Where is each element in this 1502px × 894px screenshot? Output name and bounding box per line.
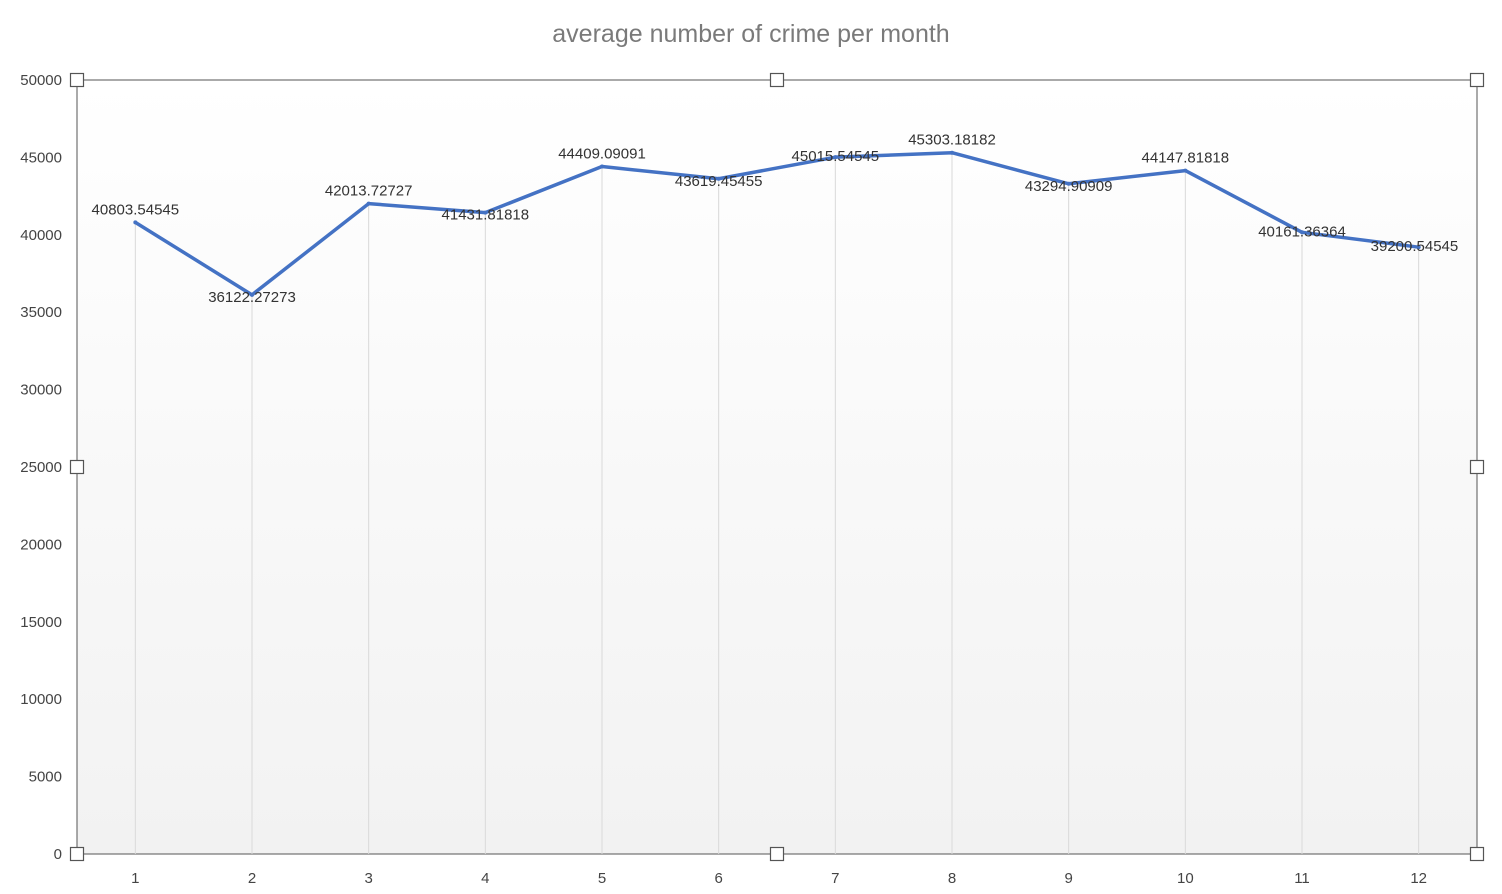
y-tick-label: 5000	[29, 769, 62, 786]
resize-handle[interactable]	[1469, 846, 1485, 862]
data-point	[366, 201, 371, 206]
data-point	[1066, 181, 1071, 186]
y-tick-label: 45000	[20, 149, 62, 166]
x-tick-label: 2	[248, 870, 256, 887]
data-label: 42013.72727	[325, 183, 413, 200]
data-label: 40161.36364	[1258, 223, 1346, 240]
y-tick-label: 15000	[20, 614, 62, 631]
plot-area	[76, 79, 1478, 855]
data-point	[483, 210, 488, 215]
resize-handle[interactable]	[769, 846, 785, 862]
chart-title: average number of crime per month	[552, 20, 949, 48]
data-point	[1183, 168, 1188, 173]
y-tick-label: 30000	[20, 382, 62, 399]
y-tick-label: 40000	[20, 227, 62, 244]
x-tick-label: 10	[1177, 870, 1194, 887]
y-tick-label: 50000	[20, 72, 62, 89]
resize-handle[interactable]	[69, 72, 85, 88]
data-point	[1416, 245, 1421, 250]
data-label: 44409.09091	[558, 146, 646, 163]
x-tick-label: 3	[364, 870, 372, 887]
x-tick-label: 12	[1410, 870, 1427, 887]
data-label: 36122.27273	[208, 289, 296, 306]
data-label: 39200.54545	[1371, 238, 1459, 255]
data-point	[950, 150, 954, 155]
resize-handle[interactable]	[69, 846, 85, 862]
data-point	[833, 155, 838, 160]
y-tick-label: 25000	[20, 459, 62, 476]
data-label: 40803.54545	[92, 201, 180, 218]
x-tick-label: 4	[481, 870, 489, 887]
x-tick-label: 8	[948, 870, 956, 887]
y-tick-label: 35000	[20, 304, 62, 321]
data-point	[600, 164, 604, 169]
x-tick-label: 11	[1294, 870, 1310, 887]
resize-handle[interactable]	[1469, 459, 1485, 475]
resize-handle[interactable]	[69, 459, 85, 475]
x-tick-label: 5	[598, 870, 606, 887]
data-label: 43619.45455	[675, 173, 763, 190]
data-label: 44147.81818	[1142, 150, 1230, 167]
x-tick-label: 6	[714, 870, 722, 887]
y-tick-label: 20000	[20, 536, 62, 553]
data-point	[716, 176, 721, 181]
resize-handle[interactable]	[769, 72, 785, 88]
data-label: 43294.90909	[1025, 178, 1113, 195]
data-point	[1300, 230, 1304, 235]
y-tick-label: 10000	[20, 691, 62, 708]
x-tick-label: 7	[831, 870, 839, 887]
series-line	[133, 150, 1421, 297]
data-label: 45015.54545	[792, 148, 880, 165]
data-label: 45303.18182	[908, 132, 996, 149]
data-point	[133, 220, 138, 225]
resize-handle[interactable]	[1469, 72, 1485, 88]
x-tick-label: 1	[131, 870, 139, 887]
x-tick-label: 9	[1064, 870, 1072, 887]
y-tick-label: 0	[54, 846, 62, 863]
data-label: 41431.81818	[442, 207, 530, 224]
data-point	[250, 292, 254, 297]
